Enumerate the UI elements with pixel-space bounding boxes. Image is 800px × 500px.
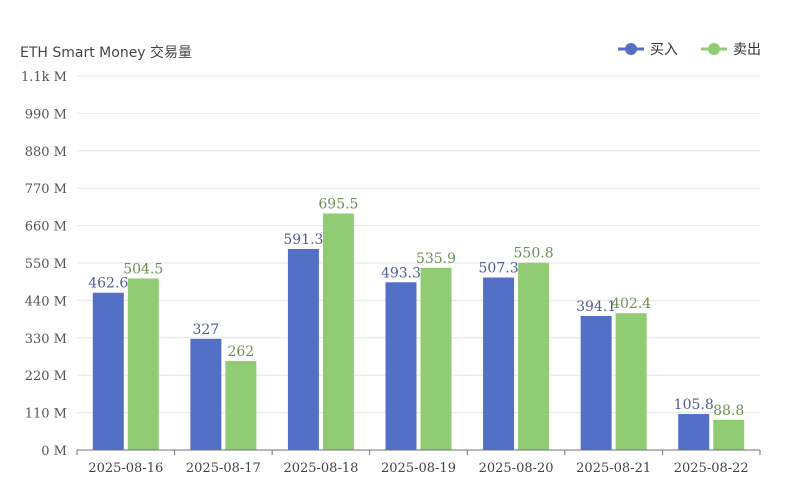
bar-buy[interactable] xyxy=(190,338,222,450)
y-tick-label: 1.1k M xyxy=(21,70,67,85)
bar-sell[interactable] xyxy=(713,419,745,450)
data-label: 695.5 xyxy=(318,197,358,213)
bar-buy[interactable] xyxy=(92,292,124,450)
legend-item-buy[interactable]: 买入 xyxy=(618,42,678,58)
y-axis-labels: 0 M 110 M 220 M 330 M 440 M 550 M 660 M 770 M 88… xyxy=(21,70,67,459)
x-tick-label: 2025-08-16 xyxy=(88,461,163,476)
y-tick-label: 220 M xyxy=(25,369,67,384)
data-label: 507.3 xyxy=(479,261,519,277)
legend-label-buy: 买入 xyxy=(650,42,678,58)
legend-item-sell[interactable]: 卖出 xyxy=(701,42,761,58)
bar-sell[interactable] xyxy=(420,267,452,450)
x-tick-label: 2025-08-22 xyxy=(674,461,749,476)
chart-title: ETH Smart Money 交易量 xyxy=(20,44,192,61)
bars xyxy=(92,213,745,450)
data-label: 462.6 xyxy=(88,276,128,292)
y-tick-label: 440 M xyxy=(25,294,67,309)
data-label: 262 xyxy=(227,344,254,360)
bar-buy[interactable] xyxy=(287,248,319,450)
data-label: 535.9 xyxy=(416,251,456,267)
data-label: 105.8 xyxy=(674,397,714,413)
data-label: 88.8 xyxy=(713,403,744,419)
bar-sell[interactable] xyxy=(322,213,354,450)
legend-label-sell: 卖出 xyxy=(733,42,761,58)
data-label: 550.8 xyxy=(514,246,554,262)
data-label: 402.4 xyxy=(611,296,651,312)
data-label: 327 xyxy=(192,322,219,338)
x-tick-label: 2025-08-20 xyxy=(479,461,554,476)
legend-marker-buy xyxy=(625,43,637,55)
y-tick-label: 990 M xyxy=(25,107,67,122)
data-label: 504.5 xyxy=(123,261,163,277)
data-label: 591.3 xyxy=(283,232,323,248)
bar-sell[interactable] xyxy=(615,313,647,450)
bar-sell[interactable] xyxy=(518,262,550,450)
y-tick-label: 770 M xyxy=(25,182,67,197)
bar-buy[interactable] xyxy=(580,316,612,450)
bar-sell[interactable] xyxy=(225,360,257,450)
y-tick-label: 880 M xyxy=(25,145,67,160)
x-tick-label: 2025-08-21 xyxy=(576,461,651,476)
y-tick-label: 0 M xyxy=(41,444,67,459)
bar-buy[interactable] xyxy=(678,414,710,450)
bar-buy[interactable] xyxy=(385,282,417,450)
data-label: 493.3 xyxy=(381,265,421,281)
legend-marker-sell xyxy=(708,43,720,55)
y-tick-label: 330 M xyxy=(25,332,67,347)
y-tick-label: 660 M xyxy=(25,220,67,235)
y-tick-label: 550 M xyxy=(25,257,67,272)
data-label: 394.1 xyxy=(576,299,616,315)
x-tick-label: 2025-08-19 xyxy=(381,461,456,476)
x-axis-labels: 2025-08-16 2025-08-17 2025-08-18 2025-08-19… xyxy=(76,450,761,476)
bar-buy[interactable] xyxy=(483,277,515,450)
grid xyxy=(77,75,760,414)
y-tick-label: 110 M xyxy=(25,407,67,422)
x-tick-label: 2025-08-18 xyxy=(283,461,358,476)
x-tick-label: 2025-08-17 xyxy=(186,461,261,476)
legend: 买入 卖出 xyxy=(618,42,761,58)
bar-sell[interactable] xyxy=(127,278,159,450)
